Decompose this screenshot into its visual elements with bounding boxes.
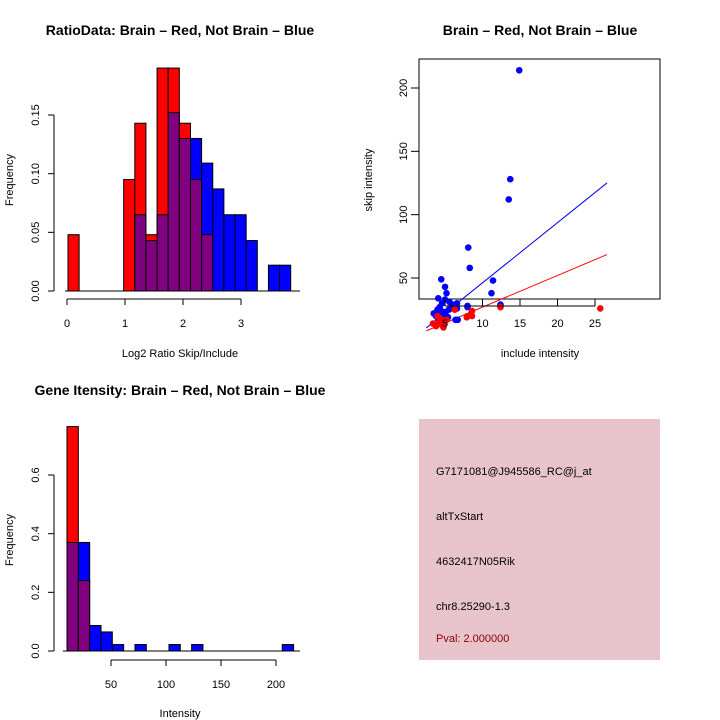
scatter-point-brain: [434, 312, 441, 320]
intensity-hist-bar-not-brain: [89, 624, 102, 652]
info-panel-background: [419, 419, 660, 660]
ratio-hist-bars: [67, 67, 292, 292]
intensity-hist-x-tick-label: 50: [105, 679, 117, 691]
intensity-hist-bar-not-brain: [168, 644, 181, 652]
scatter-point-brain: [440, 324, 447, 331]
scatter-title: Brain – Red, Not Brain – Blue: [443, 22, 638, 38]
ratio-hist-axes: 0 1 2 3 0.00 0.05 0.10 0.15: [30, 104, 300, 330]
ratio-hist-bar-overlap: [134, 214, 147, 292]
scatter-point-not-brain: [515, 66, 523, 74]
intensity-hist-bar-not-brain: [111, 644, 125, 652]
intensity-hist-x-tick-label: 150: [212, 679, 230, 691]
scatter-point-not-brain: [443, 289, 450, 297]
ratio-hist-y-tick-label: 0.05: [30, 222, 42, 243]
scatter-y-tick-label: 150: [398, 142, 410, 160]
ratio-hist-title: RatioData: Brain – Red, Not Brain – Blue: [46, 22, 315, 38]
scatter-x-tick-label: 5: [442, 318, 448, 330]
scatter-points: [429, 66, 604, 331]
ratio-hist-bar-not-brain: [267, 264, 281, 292]
intensity-hist-y-tick-label: 0.0: [30, 643, 42, 658]
scatter-point-not-brain: [505, 196, 513, 203]
probe-id-text: G7171081@J945586_RC@j_at: [436, 466, 592, 478]
intensity-hist-xlabel: Intensity: [160, 708, 201, 720]
event-type-text: altTxStart: [436, 511, 483, 523]
scatter-point-not-brain: [454, 316, 462, 324]
intensity-hist-x-tick-label: 200: [267, 679, 285, 691]
scatter-x-tick-label: 20: [551, 318, 563, 330]
intensity-hist-bar-not-brain: [100, 631, 113, 652]
scatter-x-tick-label: 10: [476, 318, 488, 330]
ratio-hist-ylabel: Frequency: [4, 154, 16, 206]
intensity-hist-bar-not-brain: [281, 644, 295, 652]
gene-name-text: 4632417N05Rik: [436, 556, 515, 568]
scatter-point-brain: [596, 305, 604, 312]
ratio-hist-bar-overlap: [167, 112, 180, 292]
scatter-point-not-brain: [464, 244, 472, 251]
intensity-hist-bars: [66, 426, 295, 652]
intensity-hist-bar-not-brain: [134, 644, 147, 652]
scatter-point-not-brain: [466, 264, 474, 272]
ratio-hist-bar-overlap: [201, 234, 214, 292]
scatter-x-tick-label: 15: [514, 318, 526, 330]
intensity-hist-title: Gene Itensity: Brain – Red, Not Brain – …: [35, 382, 326, 398]
ratio-hist-bar-not-brain: [245, 240, 258, 292]
info-panel: G7171081@J945586_RC@j_at altTxStart 4632…: [419, 419, 660, 660]
scatter-ylabel: skip intensity: [363, 148, 375, 211]
intensity-hist-x-tick-label: 100: [157, 679, 175, 691]
scatter-plot-box: [418, 58, 661, 300]
ratio-hist-x-tick-label: 3: [238, 318, 244, 330]
ratio-hist-bar-overlap: [145, 240, 158, 292]
scatter-y-tick-label: 200: [398, 79, 410, 97]
intensity-hist-y-tick-label: 0.6: [30, 467, 42, 482]
scatter-point-brain: [497, 303, 504, 311]
ratio-hist-y-tick-label: 0.00: [30, 280, 42, 301]
pval-text: Pval: 2.000000: [436, 633, 509, 645]
ratio-hist-bar-brain: [123, 179, 136, 292]
scatter-y-tick-label: 50: [398, 272, 410, 284]
ratio-hist-x-tick-label: 0: [64, 318, 70, 330]
scatter-point-not-brain: [488, 289, 495, 297]
ratio-hist-bar-not-brain: [279, 264, 292, 292]
intensity-hist-bar-overlap: [77, 580, 91, 652]
intensity-hist-y-tick-label: 0.2: [30, 585, 42, 600]
scatter-x-tick-label: 25: [589, 318, 601, 330]
ratio-hist-y-tick-label: 0.10: [30, 163, 42, 184]
ratio-hist-bar-overlap: [156, 214, 169, 292]
scatter-point-brain: [443, 316, 450, 324]
intensity-hist-ylabel: Frequency: [4, 514, 16, 566]
scatter-y-tick-label: 100: [398, 205, 410, 223]
intensity-hist-bar-overlap: [66, 541, 79, 652]
scatter-point-not-brain: [489, 277, 497, 284]
ratio-hist-bar-not-brain: [234, 214, 247, 292]
ratio-hist-bar-overlap: [189, 179, 203, 292]
location-text: chr8.25290-1.3: [436, 601, 510, 613]
ratio-hist-bar-overlap: [178, 137, 191, 292]
scatter-point-brain: [467, 310, 475, 317]
scatter-point-brain: [451, 306, 459, 313]
ratio-hist-x-tick-label: 2: [180, 318, 186, 330]
intensity-hist-bar-not-brain: [191, 644, 204, 652]
scatter-point-not-brain: [464, 303, 471, 311]
scatter-point-not-brain: [506, 175, 514, 183]
ratio-hist-bar-not-brain: [223, 214, 236, 292]
ratio-hist-bar-brain: [67, 234, 80, 292]
ratio-hist-x-tick-label: 1: [122, 318, 128, 330]
intensity-hist-axes: 50 100 150 200 0.0 0.2 0.4 0.6: [30, 467, 300, 691]
scatter-axes: 5 10 15 20 25 50 100 150 200: [398, 79, 601, 330]
ratio-hist-bar-not-brain: [212, 188, 225, 292]
scatter-panel: Brain – Red, Not Brain – Blue 5 10 15 20 255…: [363, 22, 661, 360]
ratio-histogram-panel: RatioData: Brain – Red, Not Brain – Blue…: [4, 22, 314, 360]
scatter-point-not-brain: [453, 300, 461, 307]
scatter-xlabel: include intensity: [501, 348, 580, 360]
intensity-histogram-panel: Gene Itensity: Brain – Red, Not Brain – …: [4, 382, 326, 720]
scatter-point-not-brain: [437, 275, 445, 283]
scatter-point-not-brain: [441, 283, 449, 291]
ratio-hist-y-tick-label: 0.15: [30, 104, 42, 125]
intensity-hist-y-tick-label: 0.4: [30, 526, 42, 541]
ratio-hist-xlabel: Log2 Ratio Skip/Include: [122, 348, 238, 360]
scatter-point-not-brain: [434, 294, 442, 302]
